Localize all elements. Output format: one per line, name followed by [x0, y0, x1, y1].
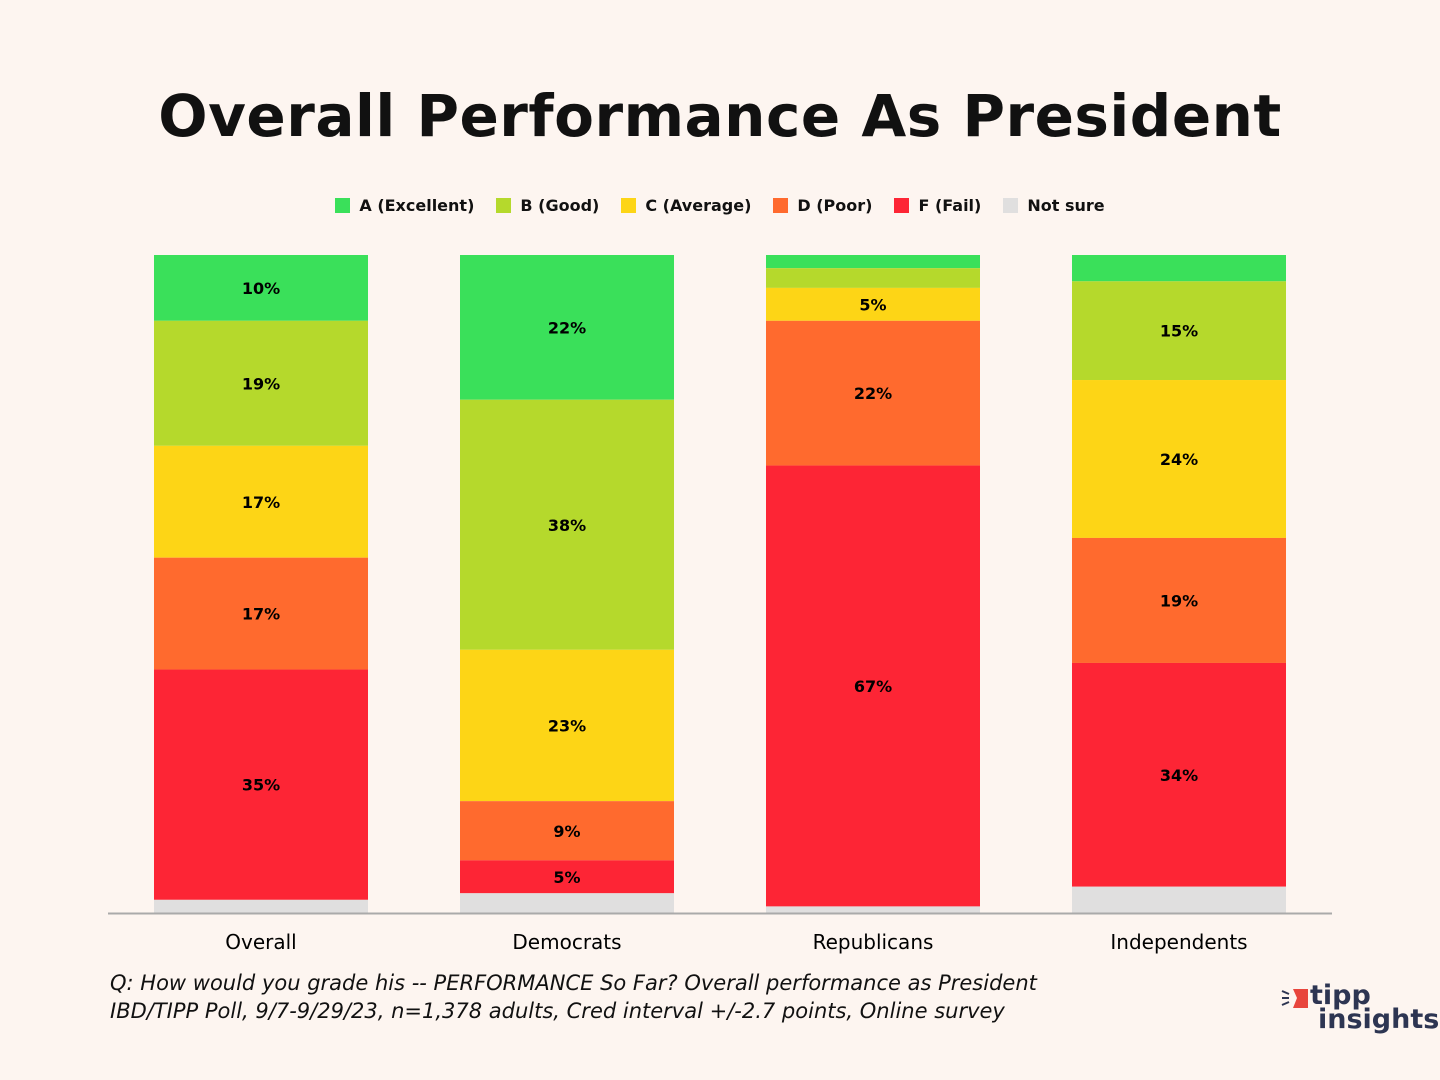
footer-note: Q: How would you grade his -- PERFORMANC…	[110, 969, 1037, 1025]
bar-segment	[154, 445, 368, 558]
data-label: 22%	[854, 384, 892, 403]
legend-item: C (Average)	[621, 196, 751, 215]
legend-label: Not sure	[1027, 196, 1105, 215]
bar-segment	[460, 649, 674, 802]
chart-title: Overall Performance As President	[158, 82, 1282, 150]
data-label: 5%	[859, 295, 886, 314]
bar-segment	[154, 899, 368, 913]
bar-segment	[1072, 886, 1286, 913]
bar-segment	[460, 801, 674, 861]
x-tick-label: Republicans	[813, 930, 934, 954]
data-label: 19%	[242, 374, 280, 393]
data-label: 5%	[553, 868, 580, 887]
bar-segment	[460, 399, 674, 650]
poll-source: IBD/TIPP Poll, 9/7-9/29/23, n=1,378 adul…	[110, 999, 1005, 1023]
bar-segment	[766, 268, 980, 288]
x-tick-label: Independents	[1110, 930, 1247, 954]
bar-segment	[460, 255, 674, 400]
x-tick-label: Democrats	[512, 930, 621, 954]
bar-segment	[154, 669, 368, 900]
bar-segment	[1072, 662, 1286, 887]
bar-segment	[460, 860, 674, 894]
bar-segment	[460, 893, 674, 913]
data-label: 67%	[854, 677, 892, 696]
data-label: 10%	[242, 279, 280, 298]
legend-item: A (Excellent)	[335, 196, 474, 215]
data-label: 17%	[242, 605, 280, 624]
legend-item: Not sure	[1003, 196, 1105, 215]
data-label: 38%	[548, 516, 586, 535]
bar-segment	[154, 557, 368, 670]
legend-swatch	[1003, 198, 1019, 213]
legend-label: D (Poor)	[797, 196, 873, 215]
legend-swatch	[894, 198, 910, 213]
legend-label: C (Average)	[645, 196, 752, 215]
data-label: 23%	[548, 716, 586, 735]
bar-segment	[1072, 537, 1286, 663]
legend-swatch	[496, 198, 512, 213]
data-label: 17%	[242, 493, 280, 512]
bar-segment	[766, 465, 980, 907]
legend-item: F (Fail)	[894, 196, 981, 215]
bar-segment	[766, 287, 980, 321]
logo-text-tipp: tipp	[1310, 980, 1371, 1011]
data-label: 19%	[1160, 591, 1198, 610]
logo-flag-icon	[1281, 989, 1308, 1008]
data-label: 15%	[1160, 322, 1198, 341]
bar-segment	[154, 320, 368, 446]
legend-item: D (Poor)	[773, 196, 872, 215]
legend-item: B (Good)	[496, 196, 599, 215]
data-label: 22%	[548, 318, 586, 337]
data-label: 34%	[1160, 766, 1198, 785]
legend-swatch	[773, 198, 789, 213]
bar-segment	[766, 320, 980, 466]
data-label: 35%	[242, 776, 280, 795]
bar-segment	[1072, 380, 1286, 538]
logo-text-insights: insights	[1318, 1004, 1440, 1035]
legend-label: B (Good)	[520, 196, 600, 215]
bar-segment	[766, 255, 980, 269]
legend: A (Excellent) B (Good) C (Average) D (Poor)…	[0, 196, 1440, 215]
legend-label: A (Excellent)	[359, 196, 475, 215]
x-tick-label: Overall	[225, 930, 296, 954]
bar-segment	[766, 906, 980, 913]
legend-label: F (Fail)	[918, 196, 982, 215]
legend-swatch	[335, 198, 351, 213]
data-label: 9%	[553, 822, 580, 841]
legend-swatch	[621, 198, 637, 213]
question-text: Q: How would you grade his -- PERFORMANC…	[110, 971, 1037, 995]
bar-segment	[1072, 281, 1286, 381]
bar-segment	[1072, 255, 1286, 282]
bar-segment	[154, 255, 368, 321]
data-label: 24%	[1160, 450, 1198, 469]
